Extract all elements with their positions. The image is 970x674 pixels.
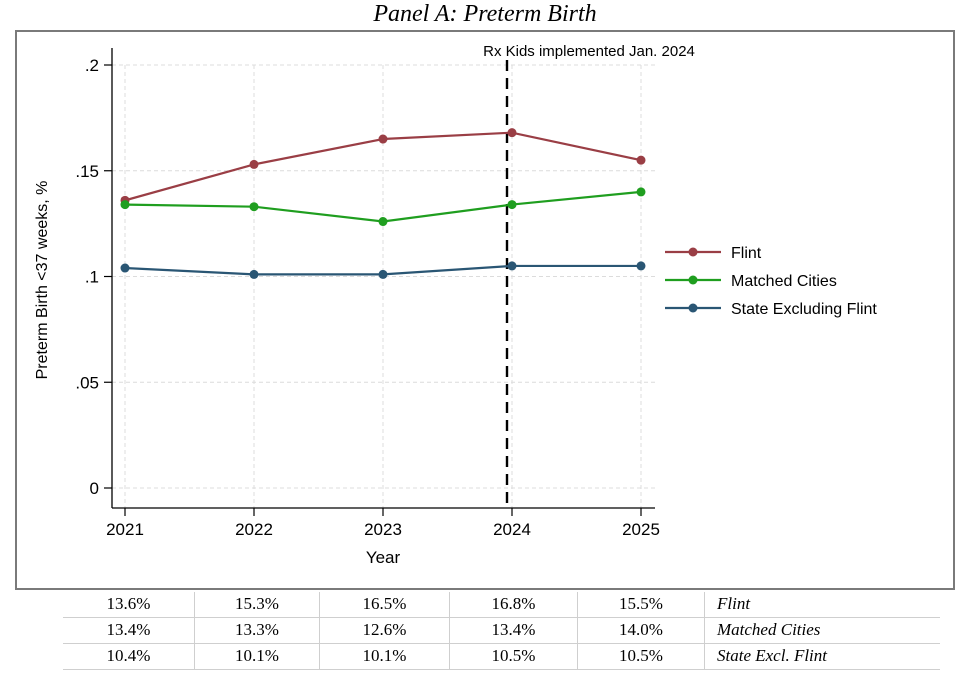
series-flint [120, 128, 646, 205]
value-cell: 10.1% [195, 644, 320, 669]
value-cell: 15.5% [578, 592, 705, 617]
x-axis-ticks: 2021 2022 2023 2024 2025 [106, 508, 660, 539]
data-point-marker [507, 200, 517, 210]
legend-marker [688, 275, 698, 285]
legend-label: State Excluding Flint [731, 301, 877, 318]
data-point-marker [249, 202, 259, 212]
data-point-marker [378, 134, 388, 144]
row-label: Matched Cities [717, 620, 821, 639]
value-cell: 13.3% [195, 618, 320, 643]
value-cell: 13.4% [450, 618, 578, 643]
data-point-marker [120, 263, 130, 273]
value-cell: 12.6% [320, 618, 450, 643]
legend: Flint Matched Cities State Excluding Flint [665, 245, 877, 318]
table-row: 13.4% 13.3% 12.6% 13.4% 14.0% Matched Cities [63, 618, 940, 644]
value-cell: 15.3% [195, 592, 320, 617]
data-point-marker [507, 261, 517, 271]
y-tick-label: .1 [85, 268, 99, 287]
legend-item: State Excluding Flint [665, 301, 877, 318]
y-axis-ticks: 0 .05 .1 .15 .2 [75, 56, 112, 498]
x-tick-label: 2021 [106, 520, 144, 539]
plot-frame [15, 30, 955, 590]
legend-marker [688, 247, 698, 257]
y-tick-label: .15 [75, 162, 99, 181]
value-cell: 16.5% [320, 592, 450, 617]
x-tick-label: 2025 [622, 520, 660, 539]
data-point-marker [249, 159, 259, 169]
value-cell: 10.5% [450, 644, 578, 669]
value-cell: 10.4% [63, 644, 195, 669]
value-cell: 14.0% [578, 618, 705, 643]
y-tick-label: 0 [90, 479, 99, 498]
legend-item: Flint [665, 245, 762, 262]
series-state-excluding-flint [120, 261, 646, 279]
legend-label: Matched Cities [731, 273, 837, 290]
data-point-marker [378, 269, 388, 279]
row-label: Flint [717, 594, 751, 613]
data-point-marker [636, 155, 646, 165]
data-point-marker [120, 200, 130, 210]
value-cell: 10.5% [578, 644, 705, 669]
value-cell: 16.8% [450, 592, 578, 617]
series-matched-cities [120, 187, 646, 227]
legend-label: Flint [731, 245, 762, 262]
data-point-marker [636, 187, 646, 197]
table-row: 10.4% 10.1% 10.1% 10.5% 10.5% State Excl. Fli… [63, 644, 940, 670]
table-row: 13.6% 15.3% 16.5% 16.8% 15.5% Flint [63, 592, 940, 618]
value-cell: 13.6% [63, 592, 195, 617]
data-point-marker [507, 128, 517, 138]
x-axis-title: Year [366, 548, 401, 567]
data-point-marker [249, 269, 259, 279]
x-tick-label: 2024 [493, 520, 531, 539]
page-title: Panel A: Preterm Birth [373, 1, 597, 27]
data-point-marker [378, 217, 388, 227]
y-tick-label: .2 [85, 56, 99, 75]
gridlines [112, 64, 655, 508]
x-tick-label: 2023 [364, 520, 402, 539]
legend-item: Matched Cities [665, 273, 837, 290]
x-tick-label: 2022 [235, 520, 273, 539]
y-axis-title: Preterm Birth <37 weeks, % [34, 181, 51, 380]
y-tick-label: .05 [75, 373, 99, 392]
row-label: State Excl. Flint [717, 646, 827, 665]
legend-marker [688, 303, 698, 313]
value-cell: 13.4% [63, 618, 195, 643]
data-point-marker [636, 261, 646, 271]
event-annotation: Rx Kids implemented Jan. 2024 [483, 43, 695, 60]
value-cell: 10.1% [320, 644, 450, 669]
summary-table: 13.6% 15.3% 16.5% 16.8% 15.5% Flint 13.4% 13.3%… [63, 592, 940, 670]
line-chart: 0 .05 .1 .15 .2 2021 2022 2023 2024 2025 Year Prete… [34, 43, 877, 567]
